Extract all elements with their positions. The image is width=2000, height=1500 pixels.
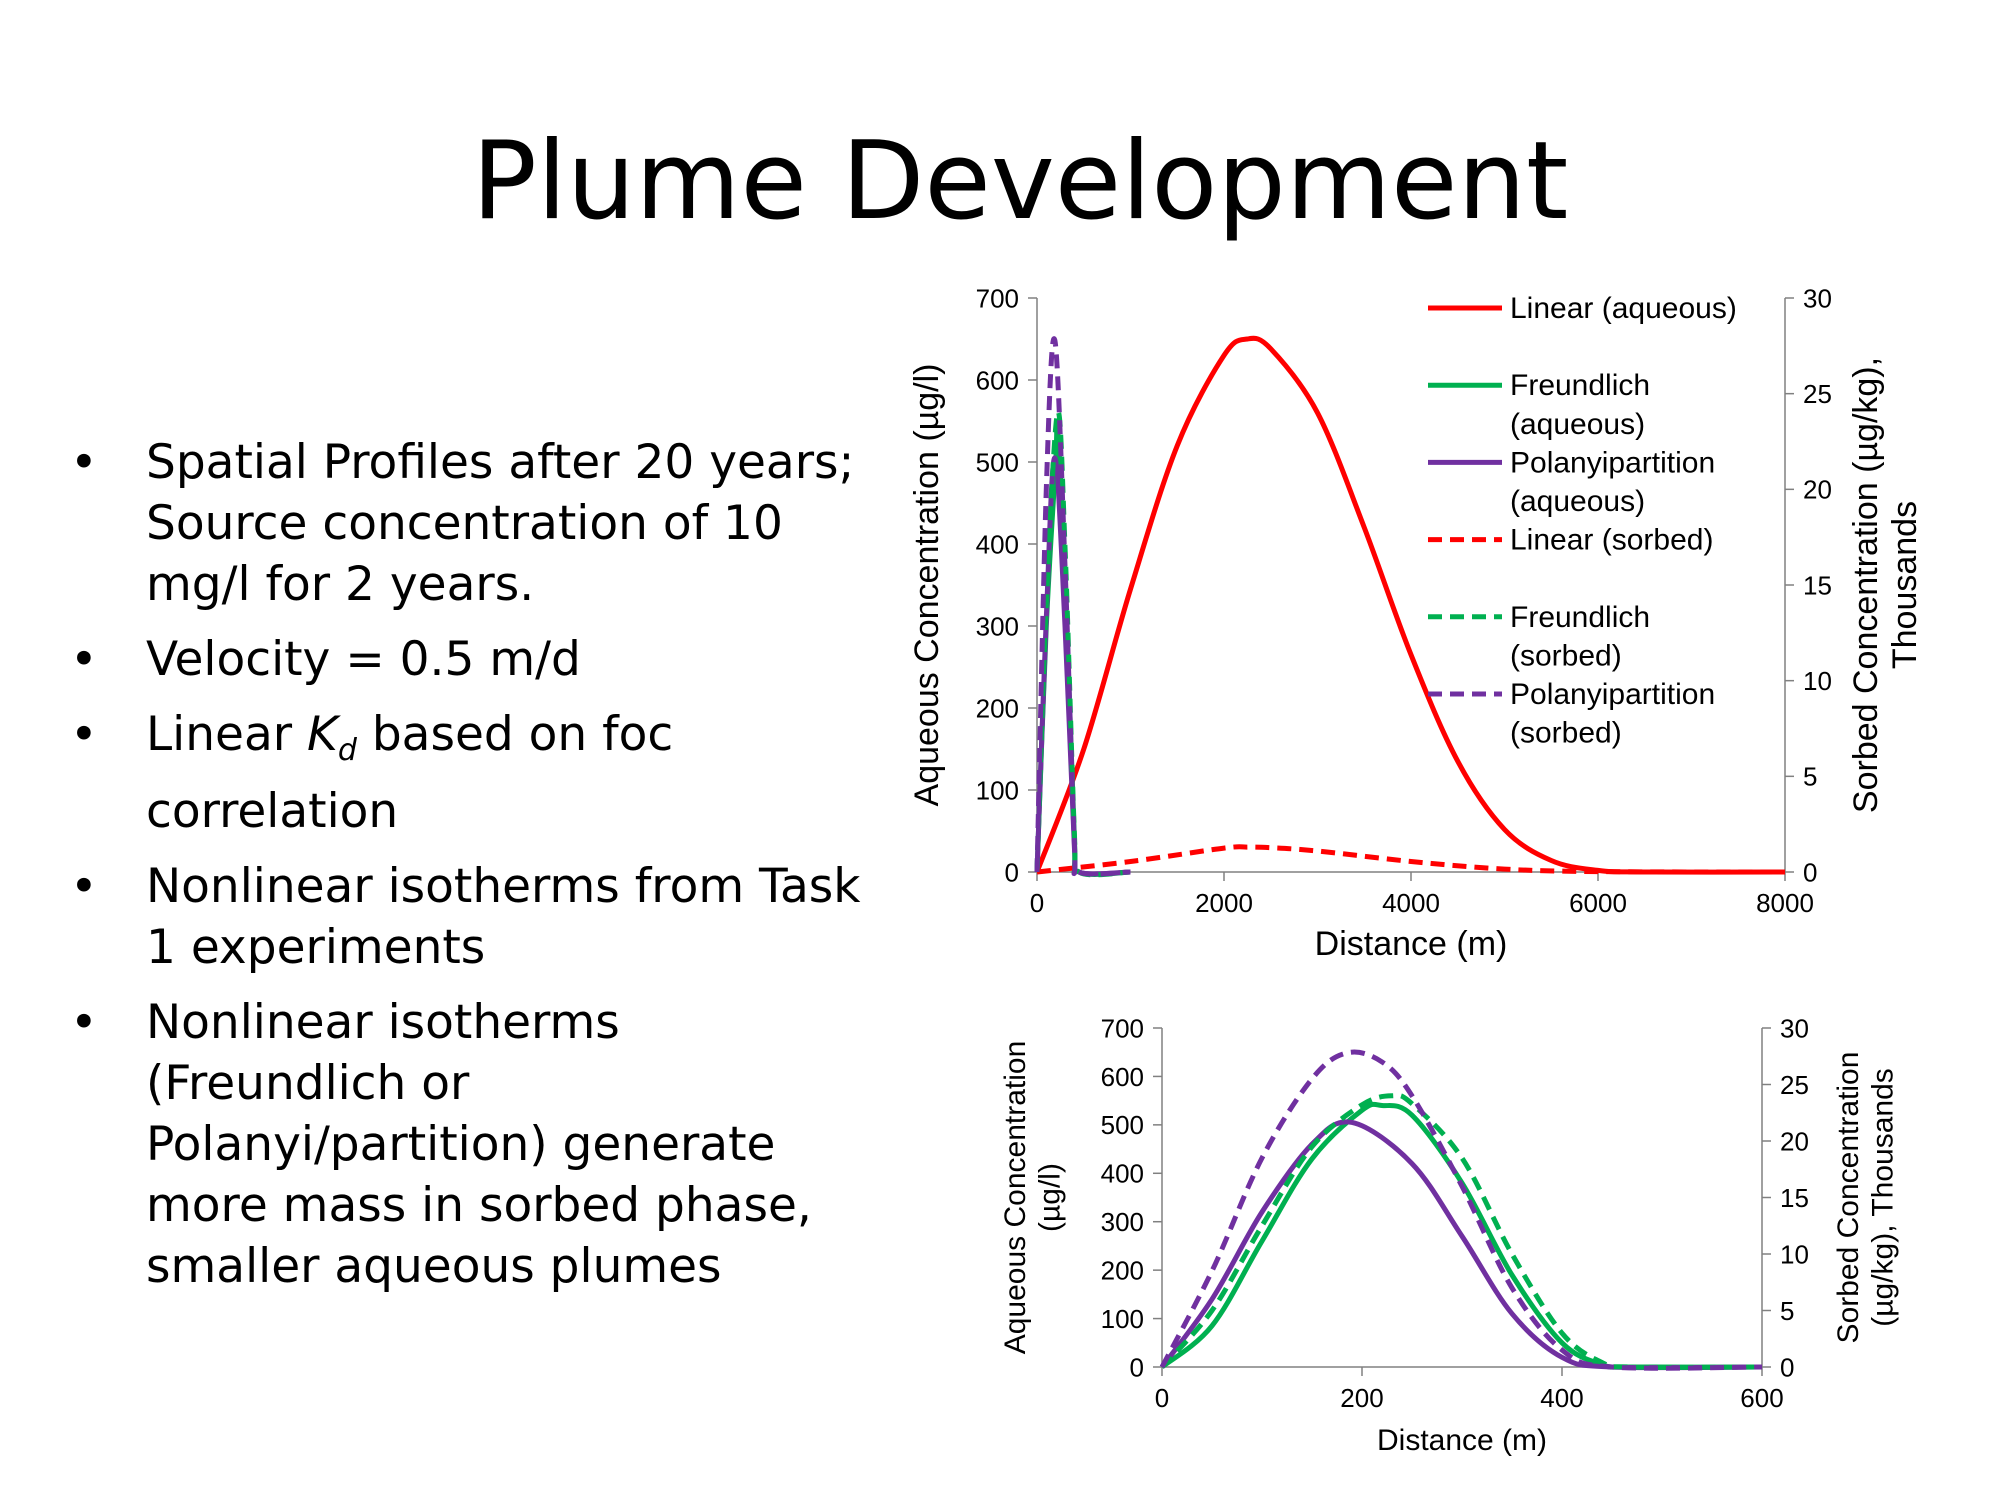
- y2-tick-label: 15: [1803, 570, 1832, 600]
- y2-axis-title: Sorbed Concentration: [1832, 1052, 1865, 1344]
- bullet-text: Nonlinear isotherms (Freundlich or Polan…: [146, 995, 812, 1294]
- y2-tick-label: 10: [1803, 666, 1832, 696]
- y-tick-label: 0: [1005, 857, 1019, 887]
- bullet-text-pre: Linear: [146, 707, 308, 762]
- y-tick-label: 500: [1101, 1110, 1144, 1140]
- y-tick-label: 100: [976, 775, 1019, 805]
- series-line-freundlich-sorbed: [1160, 1092, 1763, 1370]
- y2-tick-label: 20: [1803, 475, 1832, 505]
- y-tick-label: 500: [976, 447, 1019, 477]
- kd-symbol: K: [307, 707, 338, 762]
- bullet-text-post: based on foc correlation: [146, 707, 674, 839]
- bullet-item-velocity: • Velocity = 0.5 m/d: [70, 629, 870, 690]
- y-tick-label: 200: [976, 693, 1019, 723]
- bullet-item-kd: • Linear Kd based on foc correlation: [70, 704, 870, 842]
- x-tick-label: 400: [1540, 1383, 1583, 1413]
- y-tick-label: 300: [1101, 1207, 1144, 1237]
- bullet-dot: •: [70, 859, 98, 914]
- y2-tick-label: 30: [1803, 283, 1832, 313]
- y2-tick-label: 25: [1780, 1070, 1809, 1100]
- series-line-polanyipartition-sorbed: [1159, 1049, 1763, 1371]
- x-axis-title: Distance (m): [1315, 925, 1508, 963]
- bullet-dot: •: [70, 632, 98, 687]
- bullet-text: Nonlinear isotherms from Task 1 experime…: [146, 859, 861, 975]
- y-tick-label: 200: [1101, 1256, 1144, 1286]
- x-tick-label: 600: [1740, 1383, 1783, 1413]
- bullet-list: • Spatial Profiles after 20 years; Source…: [70, 432, 870, 1311]
- y-axis-title: Aqueous Concentration: [999, 1041, 1032, 1355]
- bullet-item-task1: • Nonlinear isotherms from Task 1 experim…: [70, 856, 870, 978]
- y-tick-label: 700: [976, 283, 1019, 313]
- y-tick-label: 100: [1101, 1304, 1144, 1334]
- x-tick-label: 200: [1340, 1383, 1383, 1413]
- bullet-item-profiles: • Spatial Profiles after 20 years; Source…: [70, 432, 870, 615]
- y2-axis-title: (µg/kg), Thousands: [1867, 1068, 1900, 1327]
- legend-label: Freundlich: [1510, 369, 1650, 402]
- bullet-item-nonlinear: • Nonlinear isotherms (Freundlich or Pola…: [70, 992, 870, 1297]
- legend-label: Linear (aqueous): [1510, 292, 1737, 325]
- kd-subscript: d: [337, 733, 357, 768]
- legend-label: Polanyipartition: [1510, 446, 1715, 479]
- x-tick-label: 0: [1030, 888, 1044, 918]
- bullet-text: Spatial Profiles after 20 years; Source …: [146, 435, 855, 612]
- y-tick-label: 700: [1101, 1013, 1144, 1043]
- y2-tick-label: 5: [1780, 1296, 1794, 1326]
- y-tick-label: 400: [976, 529, 1019, 559]
- y2-tick-label: 0: [1803, 857, 1817, 887]
- legend-label: Linear (sorbed): [1510, 524, 1713, 557]
- x-tick-label: 4000: [1382, 888, 1440, 918]
- y2-tick-label: 20: [1780, 1126, 1809, 1156]
- y2-axis-title: Thousands: [1886, 501, 1924, 669]
- y-axis-title: (µg/l): [1034, 1163, 1067, 1232]
- x-tick-label: 6000: [1569, 888, 1627, 918]
- y2-tick-label: 10: [1780, 1239, 1809, 1269]
- slide-title: Plume Development: [471, 119, 1569, 244]
- y2-axis-title: Sorbed Concentration (µg/kg),: [1847, 357, 1885, 813]
- legend-label: (aqueous): [1510, 408, 1645, 441]
- series-line-linear-sorbed: [1036, 844, 1786, 875]
- y-axis-title: Aqueous Concentration (µg/l): [908, 364, 946, 807]
- bullet-dot: •: [70, 435, 98, 490]
- legend-label: (sorbed): [1510, 639, 1622, 672]
- series-line-polanyipartition-sorbed: [1034, 336, 1131, 878]
- x-tick-label: 8000: [1756, 888, 1814, 918]
- bullet-dot: •: [70, 995, 98, 1050]
- y-tick-label: 0: [1130, 1352, 1144, 1382]
- y-tick-label: 600: [1101, 1062, 1144, 1092]
- x-tick-label: 0: [1155, 1383, 1169, 1413]
- y-tick-label: 600: [976, 365, 1019, 395]
- legend-label: (sorbed): [1510, 717, 1622, 750]
- legend-label: (aqueous): [1510, 485, 1645, 518]
- y2-tick-label: 30: [1780, 1013, 1809, 1043]
- x-axis-title: Distance (m): [1377, 1424, 1547, 1457]
- legend-label: Polanyipartition: [1510, 678, 1715, 711]
- bullet-dot: •: [70, 707, 98, 762]
- y2-tick-label: 15: [1780, 1183, 1809, 1213]
- series-line-linear-aqueous: [1034, 335, 1786, 875]
- y-tick-label: 400: [1101, 1159, 1144, 1189]
- bullet-text: Velocity = 0.5 m/d: [146, 632, 581, 687]
- y2-tick-label: 25: [1803, 379, 1832, 409]
- y2-tick-label: 5: [1803, 762, 1817, 792]
- legend-label: Freundlich: [1510, 601, 1650, 634]
- y-tick-label: 300: [976, 611, 1019, 641]
- x-tick-label: 2000: [1195, 888, 1253, 918]
- y2-tick-label: 0: [1780, 1352, 1794, 1382]
